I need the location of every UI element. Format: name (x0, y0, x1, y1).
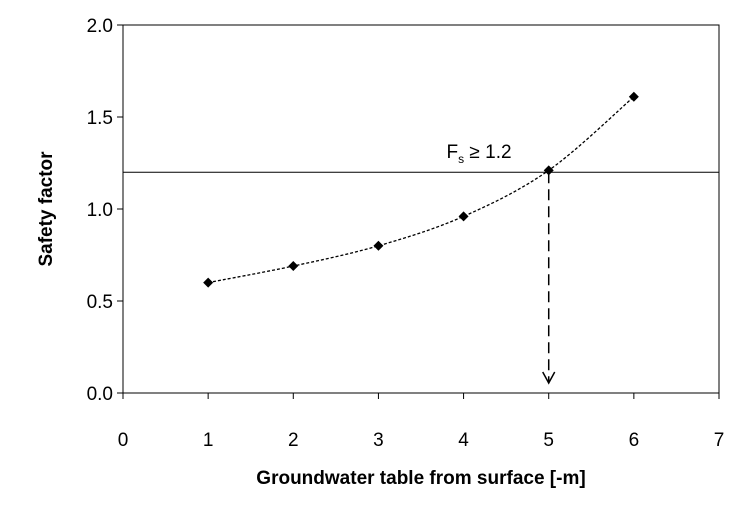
safety-threshold-label: Fs ≥ 1.2 (447, 142, 512, 166)
y-tick-label: 0.0 (87, 384, 113, 405)
threshold-label-main: F (447, 142, 459, 163)
x-axis-ticks: 0 1 2 3 4 5 6 7 (118, 393, 725, 451)
data-points (203, 91, 639, 288)
x-tick-label: 1 (203, 430, 214, 451)
data-point (373, 240, 384, 251)
y-tick-label: 1.0 (87, 200, 113, 221)
x-tick-label: 0 (118, 430, 129, 451)
x-tick-label: 2 (288, 430, 299, 451)
threshold-label-rest: ≥ 1.2 (464, 142, 511, 163)
threshold-arrow-head (542, 371, 556, 385)
threshold-label-sub: s (458, 152, 464, 166)
safety-factor-curve (208, 96, 635, 284)
x-tick-label: 5 (543, 430, 554, 451)
x-tick-label: 6 (629, 430, 640, 451)
x-tick-label: 3 (373, 430, 384, 451)
x-tick-label: 7 (714, 430, 725, 451)
x-tick-label: 4 (458, 430, 469, 451)
data-point (628, 91, 639, 102)
data-point (203, 277, 214, 288)
x-axis-title: Groundwater table from surface [-m] (256, 468, 585, 489)
data-point (458, 211, 469, 222)
y-tick-label: 0.5 (87, 292, 113, 313)
data-point (543, 165, 554, 176)
y-axis-title: Safety factor (36, 151, 57, 267)
plot-area (122, 24, 720, 394)
y-tick-label: 1.5 (87, 108, 113, 129)
data-point (288, 261, 299, 272)
y-tick-label: 2.0 (87, 16, 113, 37)
y-axis-ticks: 0.0 0.5 1.0 1.5 2.0 (87, 16, 123, 405)
